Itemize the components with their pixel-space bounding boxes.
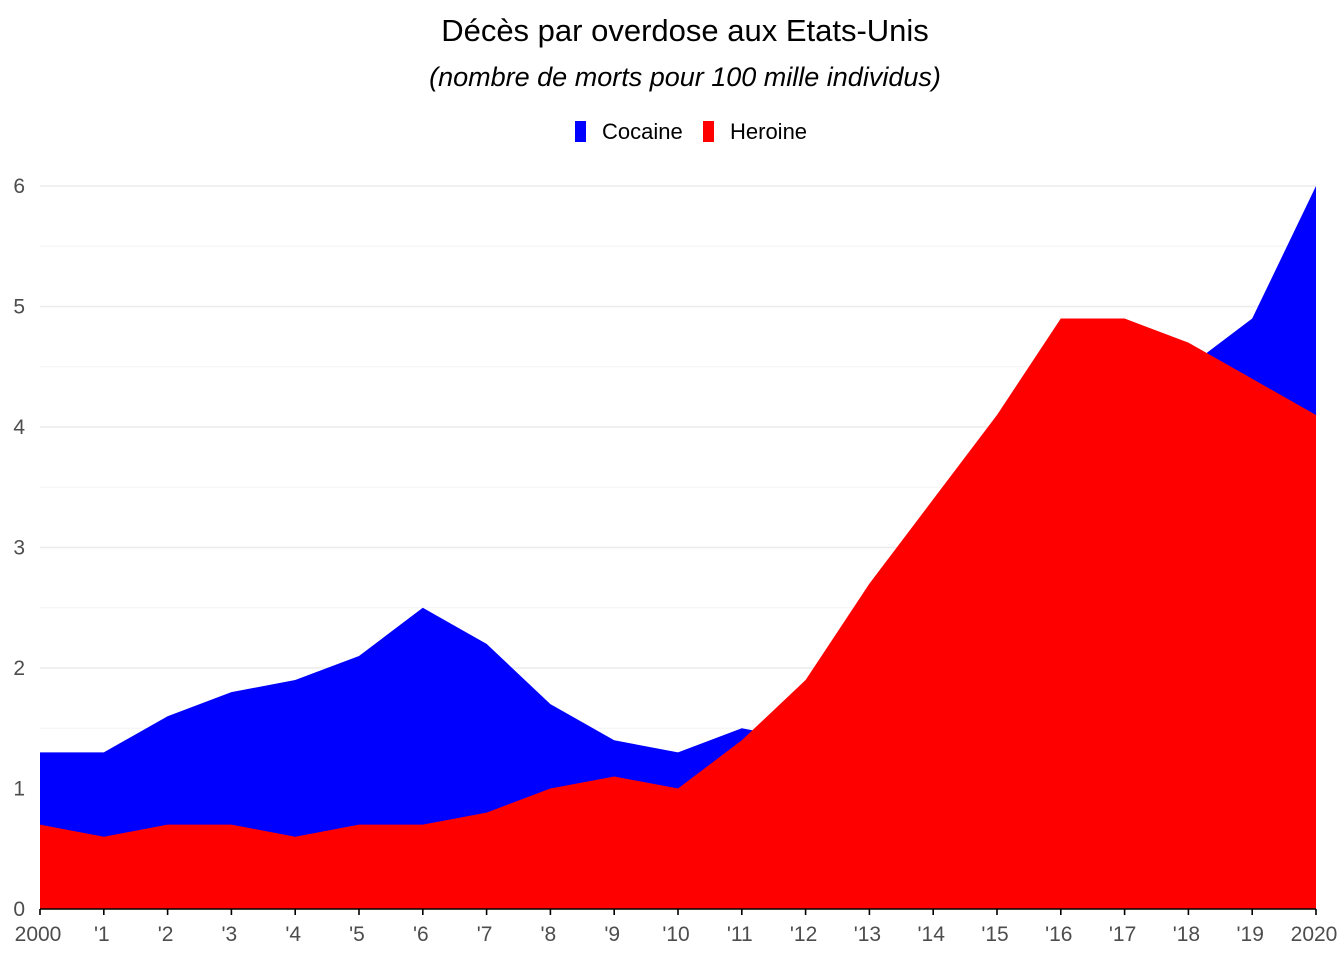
x-tick-label: '12	[790, 923, 817, 946]
x-tick-label: '6	[413, 923, 429, 946]
x-tick-label: 2020	[1291, 923, 1338, 946]
x-tick-label: '10	[662, 923, 689, 946]
x-tick-label: 2000	[15, 923, 62, 946]
x-tick-label: '9	[604, 923, 620, 946]
y-tick-label: 4	[13, 416, 25, 439]
x-tick-label: '3	[222, 923, 238, 946]
y-tick-label: 6	[13, 175, 25, 198]
legend-label-heroine: Heroine	[730, 119, 807, 144]
chart-subtitle: (nombre de morts pour 100 mille individu…	[429, 62, 941, 92]
legend: Cocaine Heroine	[575, 119, 807, 144]
x-tick-label: '13	[854, 923, 881, 946]
legend-swatch-heroine	[703, 121, 714, 142]
y-tick-label: 5	[13, 296, 25, 319]
x-tick-label: '18	[1173, 923, 1200, 946]
x-tick-label: '16	[1045, 923, 1072, 946]
x-tick-label: '14	[918, 923, 946, 946]
y-tick-label: 3	[13, 537, 25, 560]
y-axis: 0 1 2 3 4 5 6	[13, 175, 25, 921]
y-tick-label: 2	[13, 657, 25, 680]
x-tick-label: '5	[349, 923, 365, 946]
legend-label-cocaine: Cocaine	[602, 119, 683, 144]
x-tick-label: '8	[541, 923, 557, 946]
x-tick-label: '19	[1237, 923, 1264, 946]
chart-title: Décès par overdose aux Etats-Unis	[441, 13, 929, 48]
legend-swatch-cocaine	[575, 121, 586, 142]
x-tick-label: '11	[727, 923, 753, 946]
x-tick-label: '7	[477, 923, 493, 946]
x-tick-label: '2	[158, 923, 174, 946]
x-tick-label: '4	[285, 923, 301, 946]
x-tick-label: '1	[94, 923, 110, 946]
x-tick-label: '17	[1109, 923, 1136, 946]
series-areas	[40, 186, 1316, 909]
x-axis: 2000 '1 '2 '3 '4 '5 '6 '7 '8 '9 '10 '11 '12 '13 '14 '15…	[15, 908, 1338, 946]
x-tick-label: '15	[981, 923, 1008, 946]
area-heroine	[40, 318, 1316, 909]
y-tick-label: 1	[13, 778, 25, 801]
y-tick-label: 0	[13, 898, 25, 921]
